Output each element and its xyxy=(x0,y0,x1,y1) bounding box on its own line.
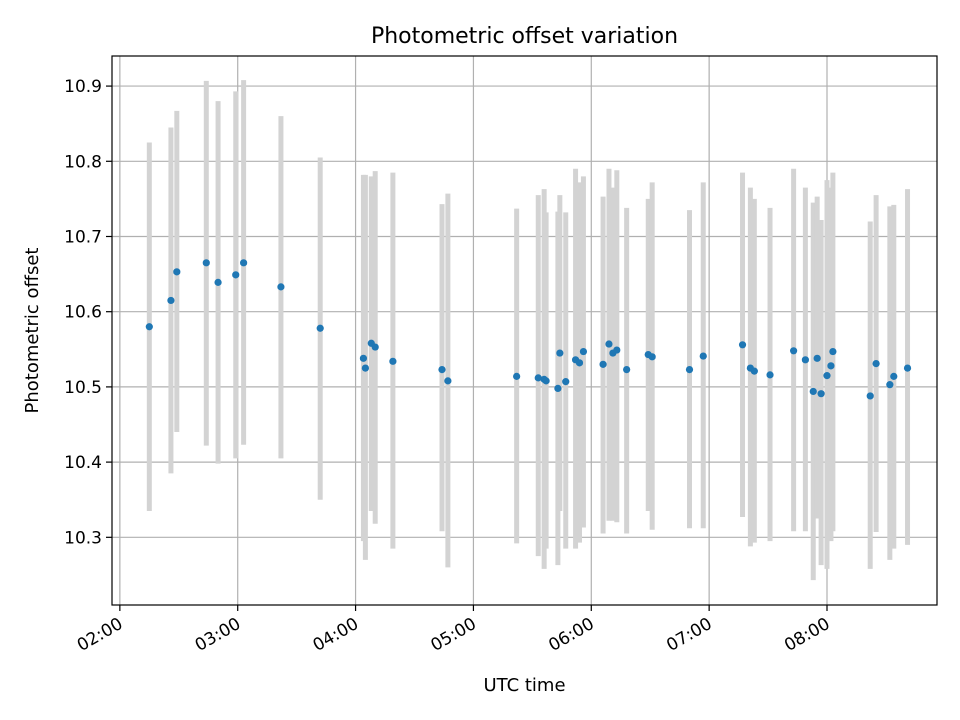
x-axis-ticks: 02:00 03:00 04:00 05:00 06:00 07:00 08:00 xyxy=(74,605,834,656)
x-tick-label: 04:00 xyxy=(310,614,362,656)
y-tick-label: 10.7 xyxy=(64,227,102,247)
y-axis-ticks: 10.3 10.4 10.5 10.6 10.7 10.8 10.9 xyxy=(64,77,112,548)
data-point xyxy=(167,296,175,305)
data-point xyxy=(554,384,562,393)
data-points xyxy=(145,259,912,400)
data-point xyxy=(534,374,542,382)
data-point xyxy=(623,366,631,374)
data-point xyxy=(817,390,825,398)
data-point xyxy=(872,359,880,368)
y-tick-label: 10.6 xyxy=(64,303,102,323)
x-axis-label: UTC time xyxy=(483,675,565,696)
data-point xyxy=(823,372,831,380)
data-point xyxy=(766,371,774,379)
data-point xyxy=(866,392,874,400)
data-point xyxy=(556,349,564,357)
data-point xyxy=(685,366,694,374)
chart-title: Photometric offset variation xyxy=(371,24,678,49)
x-tick-label: 05:00 xyxy=(427,614,479,656)
data-point xyxy=(699,352,707,360)
data-point xyxy=(790,347,798,355)
data-point xyxy=(277,283,285,291)
x-tick-label: 02:00 xyxy=(74,614,126,656)
data-point xyxy=(605,340,613,348)
y-axis-label: Photometric offset xyxy=(22,248,43,414)
data-point xyxy=(513,372,521,380)
data-point xyxy=(438,366,446,374)
data-point xyxy=(240,259,248,267)
data-point xyxy=(316,324,324,332)
data-point xyxy=(361,364,369,372)
data-point xyxy=(575,359,584,367)
data-point xyxy=(829,347,837,356)
grid xyxy=(112,56,937,605)
data-point xyxy=(173,268,181,276)
data-point xyxy=(903,364,912,372)
data-point xyxy=(542,377,550,385)
x-tick-label: 07:00 xyxy=(663,614,715,656)
data-point xyxy=(750,367,758,375)
data-point xyxy=(359,354,368,362)
x-tick-label: 06:00 xyxy=(545,614,597,656)
data-point xyxy=(444,377,452,385)
y-tick-label: 10.5 xyxy=(64,378,102,398)
data-point xyxy=(648,353,656,361)
data-point xyxy=(232,271,240,279)
data-point xyxy=(145,323,153,331)
data-point xyxy=(813,354,821,362)
y-tick-label: 10.4 xyxy=(64,453,102,473)
data-point xyxy=(389,357,397,365)
data-point xyxy=(562,378,570,386)
error-bars xyxy=(146,80,911,581)
data-point xyxy=(599,360,607,368)
y-tick-label: 10.8 xyxy=(64,152,102,172)
y-tick-label: 10.3 xyxy=(64,528,102,548)
data-point xyxy=(738,341,747,349)
x-tick-label: 08:00 xyxy=(781,614,833,656)
data-point xyxy=(371,343,379,351)
x-tick-label: 03:00 xyxy=(192,614,244,656)
data-point xyxy=(613,346,621,354)
data-point xyxy=(579,347,588,356)
data-point xyxy=(202,259,210,267)
data-point xyxy=(809,387,817,396)
data-point xyxy=(827,362,835,370)
data-point xyxy=(890,372,898,380)
data-point xyxy=(214,278,222,286)
plot-frame xyxy=(111,55,938,606)
data-point xyxy=(801,356,809,364)
data-point xyxy=(886,381,894,389)
y-tick-label: 10.9 xyxy=(64,77,102,97)
